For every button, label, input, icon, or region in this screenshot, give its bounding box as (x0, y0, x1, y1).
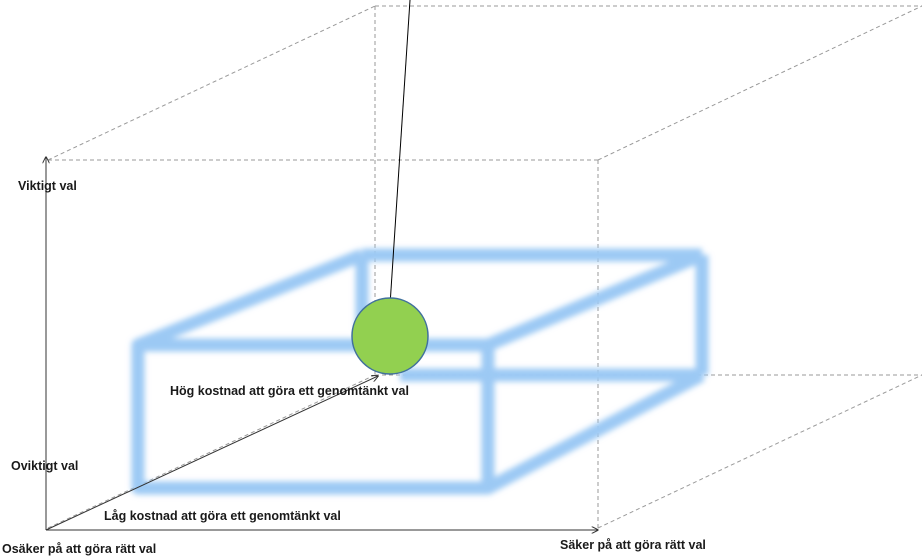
label-high-cost: Hög kostnad att göra ett genomtänkt val (170, 384, 409, 398)
pendulum-string (389, 0, 411, 306)
label-unimportant-choice: Oviktigt val (11, 459, 78, 473)
highlight-box (131, 248, 709, 495)
label-important-choice: Viktigt val (18, 179, 77, 193)
label-low-cost: Låg kostnad att göra ett genomtänkt val (104, 509, 341, 523)
cost-axis (45, 376, 378, 531)
label-certain: Säker på att göra rätt val (560, 538, 706, 552)
label-uncertain: Osäker på att göra rätt val (2, 542, 156, 556)
axes (46, 157, 598, 530)
ball (351, 297, 429, 375)
